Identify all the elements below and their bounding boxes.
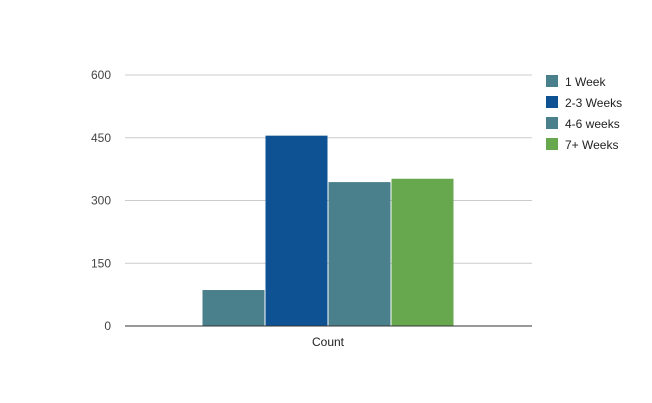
legend-swatch [546, 96, 558, 108]
legend: 1 Week 2-3 Weeks 4-6 weeks 7+ Weeks [546, 75, 622, 152]
x-axis-labels: Count [312, 335, 345, 349]
bar-1 [202, 290, 265, 326]
y-tick-label: 0 [104, 319, 111, 333]
legend-swatch [546, 75, 558, 87]
legend-label: 7+ Weeks [565, 138, 618, 152]
legend-label: 2-3 Weeks [565, 96, 622, 110]
y-axis: 0 150 300 450 600 [91, 68, 111, 333]
legend-label: 4-6 weeks [565, 117, 620, 131]
y-tick-label: 300 [91, 194, 111, 208]
legend-label: 1 Week [565, 75, 606, 89]
y-tick-label: 150 [91, 256, 111, 270]
bars [202, 135, 454, 326]
legend-swatch [546, 117, 558, 129]
y-tick-label: 600 [91, 68, 111, 82]
category-label: Count [312, 335, 345, 349]
bar-4 [391, 178, 454, 326]
bar-3 [328, 182, 391, 326]
legend-swatch [546, 138, 558, 150]
y-tick-label: 450 [91, 131, 111, 145]
bar-2 [265, 135, 328, 326]
